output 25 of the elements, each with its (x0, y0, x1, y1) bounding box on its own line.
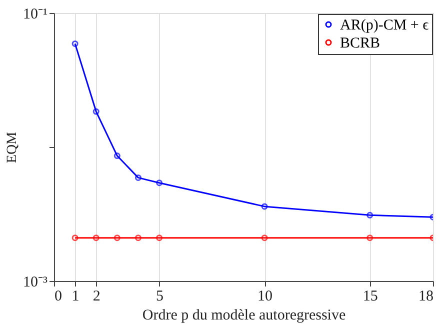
x-tick-label: 10 (258, 288, 273, 304)
point (134, 174, 142, 181)
y-tick-label: 10⁻¹ (23, 6, 48, 22)
point (92, 108, 100, 115)
x-tick-label: 5 (156, 288, 164, 304)
point (92, 234, 100, 242)
point (366, 234, 374, 242)
point (261, 234, 268, 242)
point (114, 152, 120, 160)
legend-label: AR(p)-CM + ϵ (340, 18, 429, 34)
y-axis-title: EQM (5, 131, 20, 164)
legend-label: BCRB (340, 36, 380, 52)
point (156, 234, 163, 242)
x-tick-label: 15 (362, 288, 378, 304)
x-tick-label: 0 (54, 288, 62, 304)
y-tick-label: 10⁻³ (23, 274, 48, 290)
x-tick-label: 18 (418, 288, 434, 304)
x-axis-title: Ordre p du modèle autoregressive (142, 308, 346, 324)
point (134, 234, 142, 242)
x-tick-label: 2 (92, 288, 100, 304)
x-tick-label: 1 (72, 288, 80, 304)
point (114, 234, 120, 242)
point (261, 203, 268, 210)
point (366, 212, 374, 218)
point (156, 180, 163, 186)
